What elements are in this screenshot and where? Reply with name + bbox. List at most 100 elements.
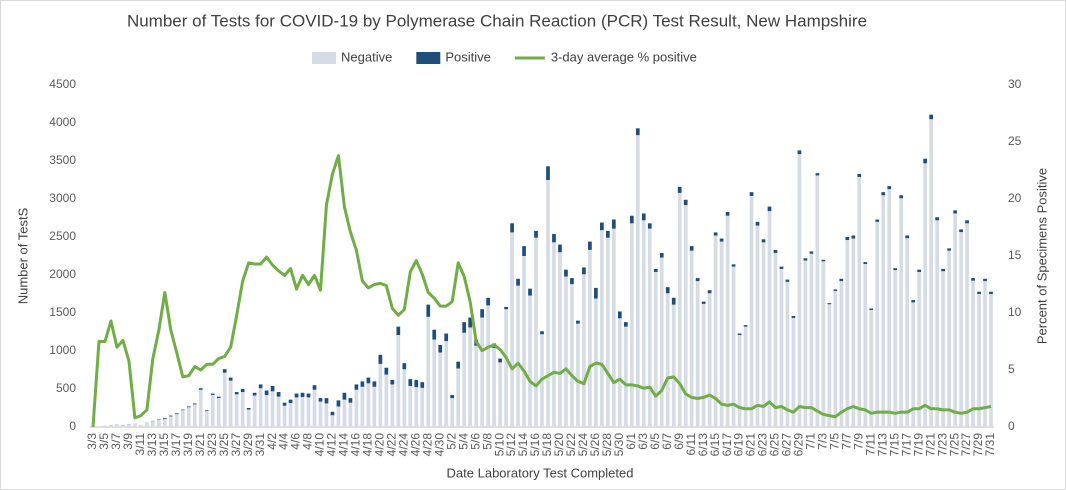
y2-tick-label: 0 xyxy=(1008,419,1015,433)
bar xyxy=(905,238,910,427)
y-tick-label: 1000 xyxy=(49,343,76,357)
bar xyxy=(803,258,808,261)
bar xyxy=(773,249,778,253)
x-tick-label: 6/9 xyxy=(672,433,686,450)
y-tick-label: 4000 xyxy=(49,115,76,129)
y2-tick-label: 10 xyxy=(1008,305,1022,319)
bar xyxy=(881,195,886,427)
bar xyxy=(474,345,479,427)
bar xyxy=(432,329,437,340)
bar xyxy=(839,278,844,282)
bar xyxy=(162,417,167,419)
bar xyxy=(234,392,239,395)
x-tick-label: 4/6 xyxy=(289,433,303,450)
x-tick-label: 3/21 xyxy=(193,433,207,457)
bar xyxy=(779,266,784,269)
bar xyxy=(911,302,916,427)
bar xyxy=(899,198,904,427)
bar xyxy=(558,244,562,253)
x-tick-label: 3/23 xyxy=(205,433,219,457)
x-tick-label: 5/28 xyxy=(600,433,614,457)
bar xyxy=(402,369,407,427)
bar xyxy=(701,301,706,304)
bar xyxy=(809,251,814,254)
bar xyxy=(923,158,928,164)
bar xyxy=(665,287,670,294)
legend-label: Positive xyxy=(445,49,491,64)
bar xyxy=(653,268,658,272)
bar xyxy=(863,263,868,427)
bar xyxy=(192,403,197,405)
x-tick-label: 4/10 xyxy=(313,433,327,457)
bar xyxy=(168,416,173,427)
bar xyxy=(486,305,490,427)
bar xyxy=(133,423,137,427)
bar xyxy=(288,399,293,404)
x-tick-label: 6/17 xyxy=(720,433,734,457)
bar xyxy=(887,186,892,190)
x-tick-label: 6/15 xyxy=(708,433,722,457)
bar xyxy=(707,290,712,294)
bar xyxy=(330,411,335,416)
bar xyxy=(294,393,299,398)
bar xyxy=(947,248,951,251)
y2-tick-label: 15 xyxy=(1008,248,1022,262)
y-tick-label: 500 xyxy=(56,381,76,395)
x-tick-label: 4/2 xyxy=(265,433,279,450)
bar xyxy=(797,154,802,427)
bar xyxy=(737,335,742,427)
x-tick-label: 7/19 xyxy=(911,433,925,457)
bar xyxy=(468,327,473,427)
bar xyxy=(731,266,736,427)
y2-tick-label: 20 xyxy=(1008,191,1022,205)
bar xyxy=(276,392,281,397)
bar xyxy=(198,389,203,427)
bar xyxy=(216,397,221,427)
bar xyxy=(827,304,832,427)
legend-swatch xyxy=(312,52,336,64)
x-tick-label: 4/12 xyxy=(325,433,339,457)
x-tick-label: 5/12 xyxy=(504,433,518,457)
bar xyxy=(354,384,359,390)
bar xyxy=(396,335,401,427)
bar xyxy=(833,290,838,427)
y-axis-title: Number of TestS xyxy=(15,207,30,304)
bar xyxy=(282,402,287,406)
bar xyxy=(462,322,467,333)
bar xyxy=(342,399,347,427)
bar xyxy=(270,385,275,392)
bar xyxy=(695,281,700,427)
legend-label: Negative xyxy=(341,49,392,64)
bar xyxy=(408,385,413,427)
y2-tick-label: 5 xyxy=(1008,362,1015,376)
bar xyxy=(929,119,933,427)
bar xyxy=(564,276,568,427)
bar xyxy=(983,281,987,427)
bar xyxy=(552,242,556,427)
bar xyxy=(210,393,215,395)
bar xyxy=(228,377,233,381)
bar xyxy=(905,235,910,239)
x-tick-label: 3/17 xyxy=(169,433,183,457)
bar xyxy=(989,291,993,294)
bar xyxy=(689,246,694,251)
legend-label: 3-day average % positive xyxy=(551,49,697,64)
bar xyxy=(881,192,886,196)
bar xyxy=(845,240,850,427)
x-tick-label: 6/7 xyxy=(660,433,674,450)
bar xyxy=(635,128,640,136)
bar xyxy=(456,361,461,369)
x-tick-label: 5/10 xyxy=(492,433,506,457)
bar xyxy=(576,323,580,427)
bar xyxy=(198,388,203,390)
bar xyxy=(671,304,676,427)
bar xyxy=(450,395,455,399)
bar xyxy=(779,268,784,427)
bar xyxy=(204,410,209,412)
x-tick-label: 3/31 xyxy=(253,433,267,457)
bar xyxy=(983,278,987,282)
bar xyxy=(791,316,796,318)
bar xyxy=(875,219,880,222)
bar xyxy=(641,220,646,427)
bar xyxy=(677,192,682,427)
